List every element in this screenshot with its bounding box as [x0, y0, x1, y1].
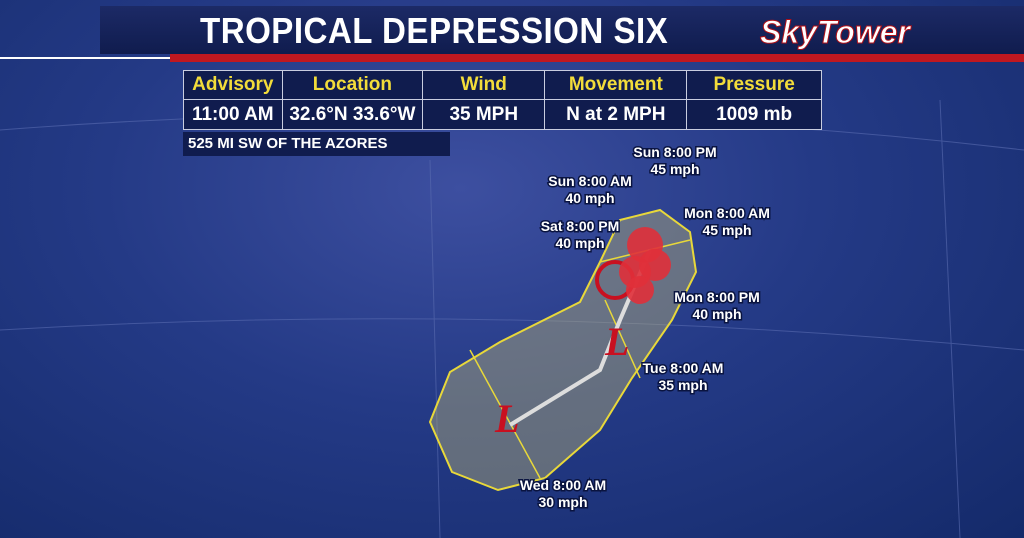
low-symbol: L [494, 396, 519, 441]
forecast-time: Mon 8:00 AM [684, 205, 770, 221]
table-value: 35 MPH [422, 99, 546, 130]
red-bar [170, 54, 1024, 62]
forecast-wind: 45 mph [650, 161, 699, 177]
storm-icons [595, 227, 671, 304]
table-value: 11:00 AM [183, 99, 283, 130]
table-value: 1009 mb [686, 99, 822, 130]
title-bar [100, 6, 1024, 54]
advisory-table: Advisory Location Wind Movement Pressure 11:… [183, 70, 822, 130]
forecast-time: Sun 8:00 AM [548, 173, 632, 189]
forecast-time: Tue 8:00 AM [643, 360, 724, 376]
table-header: Location [281, 70, 424, 100]
title: TROPICAL DEPRESSION SIX [200, 10, 669, 51]
table-header: Movement [544, 70, 688, 100]
location-note: 525 MI SW OF THE AZORES [183, 132, 450, 156]
forecast-time: Sat 8:00 PM [541, 218, 620, 234]
logo: SkyTower [760, 14, 911, 51]
table-header: Pressure [686, 70, 822, 100]
forecast-wind: 40 mph [555, 235, 604, 251]
table-header: Wind [422, 70, 546, 100]
header-row: Advisory Location Wind Movement Pressure [183, 70, 822, 100]
value-row: 11:00 AM 32.6°N 33.6°W 35 MPH N at 2 MPH 100… [183, 99, 822, 130]
forecast-time: Wed 8:00 AM [520, 477, 606, 493]
table-value: 32.6°N 33.6°W [281, 99, 424, 130]
forecast-time: Sun 8:00 PM [633, 144, 716, 160]
forecast-wind: 30 mph [538, 494, 587, 510]
forecast-wind: 45 mph [702, 222, 751, 238]
divider [0, 57, 170, 59]
forecast-wind: 40 mph [692, 306, 741, 322]
forecast-wind: 35 mph [658, 377, 707, 393]
table-header: Advisory [183, 70, 283, 100]
table-value: N at 2 MPH [544, 99, 688, 130]
low-symbol: L [604, 319, 629, 364]
forecast-wind: 40 mph [565, 190, 614, 206]
forecast-time: Mon 8:00 PM [674, 289, 760, 305]
